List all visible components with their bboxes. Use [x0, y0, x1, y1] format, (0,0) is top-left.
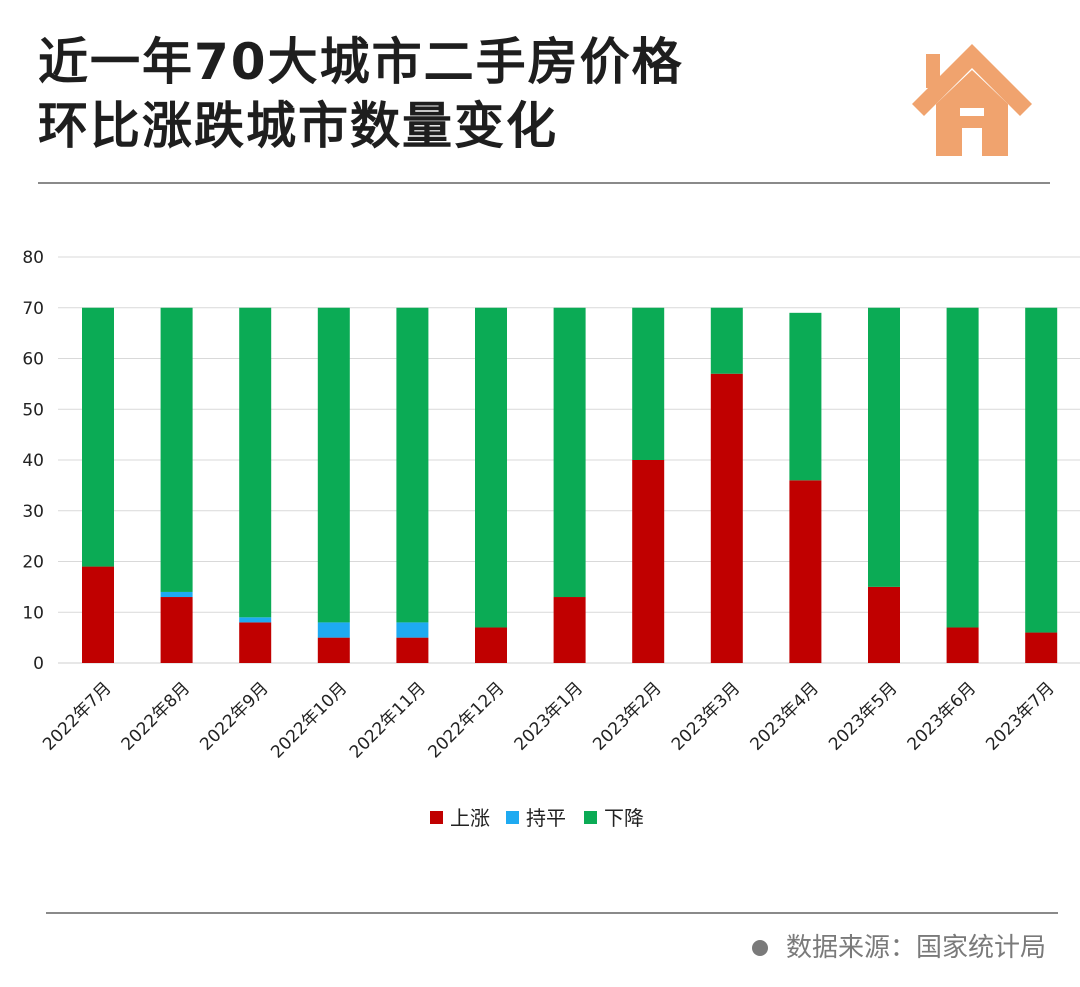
bar-segment	[239, 622, 272, 663]
bar-segment	[868, 307, 900, 587]
chart-title: 近一年70大城市二手房价格 环比涨跌城市数量变化	[38, 30, 684, 158]
x-tick-label: 2022年7月	[39, 678, 115, 754]
x-tick-label: 2022年8月	[118, 678, 194, 754]
bar-segment	[82, 307, 114, 567]
x-tick-label: 2022年11月	[346, 678, 430, 762]
data-source: 数据来源：国家统计局	[751, 930, 1046, 966]
bar-segment	[475, 627, 507, 663]
legend-label: 下降	[604, 806, 644, 830]
bar-segment	[632, 460, 665, 663]
y-tick-label: 10	[22, 603, 44, 623]
bar-segment	[160, 597, 193, 663]
top-divider	[38, 182, 1050, 184]
x-tick-label: 2022年12月	[424, 678, 508, 762]
bar-segment	[553, 307, 586, 598]
data-source-text: 数据来源：国家统计局	[785, 933, 1046, 963]
legend-label: 持平	[526, 806, 566, 830]
legend-label: 上涨	[450, 806, 490, 830]
bar-segment	[317, 307, 350, 623]
chart-title-line2: 环比涨跌城市数量变化	[38, 97, 558, 155]
bar-segment	[396, 637, 429, 663]
house-icon	[912, 44, 1032, 156]
y-tick-label: 70	[22, 299, 44, 319]
y-tick-label: 0	[33, 654, 44, 674]
source-bullet-icon	[751, 940, 768, 956]
bar-segment	[789, 312, 822, 481]
chart-title-line1: 近一年70大城市二手房价格	[38, 33, 684, 91]
bar-segment	[239, 307, 272, 618]
x-tick-label: 2023年7月	[982, 678, 1058, 754]
bar-segment	[946, 627, 979, 663]
x-tick-label: 2023年6月	[904, 678, 980, 754]
bar-segment	[710, 307, 743, 374]
legend-swatch	[506, 811, 519, 824]
bar-segment	[317, 637, 350, 663]
y-tick-label: 40	[22, 451, 44, 471]
bar-segment	[946, 307, 979, 628]
x-tick-label: 2023年4月	[747, 678, 823, 754]
bar-segment	[710, 373, 743, 663]
house-icon-shape	[912, 44, 1032, 156]
legend-swatch	[430, 811, 443, 824]
y-tick-label: 60	[22, 350, 44, 370]
bar-segment	[160, 591, 193, 598]
y-tick-label: 30	[22, 502, 44, 522]
bar-segment	[396, 622, 429, 638]
bar-segment	[1025, 307, 1058, 633]
bar-segment	[82, 566, 114, 663]
x-tick-label: 2023年2月	[589, 678, 665, 754]
y-tick-label: 50	[22, 400, 44, 420]
bar-segment	[317, 622, 350, 638]
y-tick-label: 80	[22, 248, 44, 268]
bottom-divider	[46, 912, 1058, 914]
bar-segment	[239, 617, 272, 623]
bar-segment	[475, 307, 507, 628]
x-tick-label: 2023年3月	[668, 678, 744, 754]
bar-segment	[160, 307, 193, 592]
bar-segment	[396, 307, 429, 623]
x-tick-label: 2022年10月	[267, 678, 351, 762]
bar-segment	[1025, 632, 1058, 663]
bar-segment	[789, 480, 822, 663]
bar-segment	[553, 597, 586, 663]
x-tick-label: 2022年9月	[196, 678, 272, 754]
x-tick-label: 2023年5月	[825, 678, 901, 754]
bar-segment	[868, 586, 900, 663]
x-tick-label: 2023年1月	[511, 678, 587, 754]
bar-segment	[632, 307, 665, 460]
y-tick-label: 20	[22, 553, 44, 573]
legend-swatch	[584, 811, 597, 824]
